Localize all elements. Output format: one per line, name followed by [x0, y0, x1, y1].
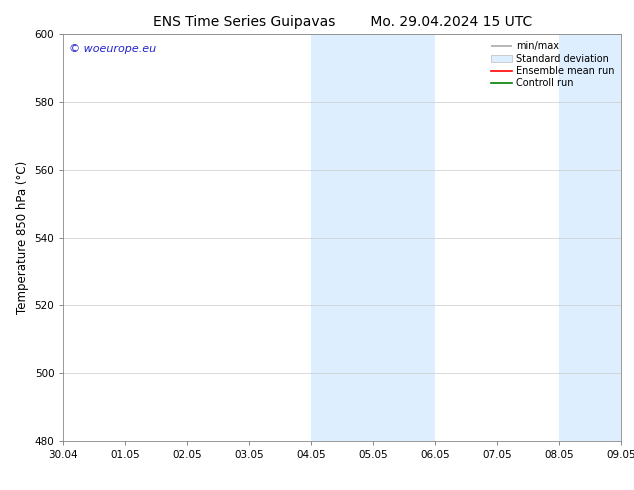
Bar: [311, 34, 436, 441]
Legend: min/max, Standard deviation, Ensemble mean run, Controll run: min/max, Standard deviation, Ensemble me…: [489, 39, 616, 90]
Title: ENS Time Series Guipavas        Mo. 29.04.2024 15 UTC: ENS Time Series Guipavas Mo. 29.04.2024 …: [153, 15, 532, 29]
Bar: [559, 34, 634, 441]
Y-axis label: Temperature 850 hPa (°C): Temperature 850 hPa (°C): [16, 161, 29, 314]
Text: © woeurope.eu: © woeurope.eu: [69, 45, 156, 54]
